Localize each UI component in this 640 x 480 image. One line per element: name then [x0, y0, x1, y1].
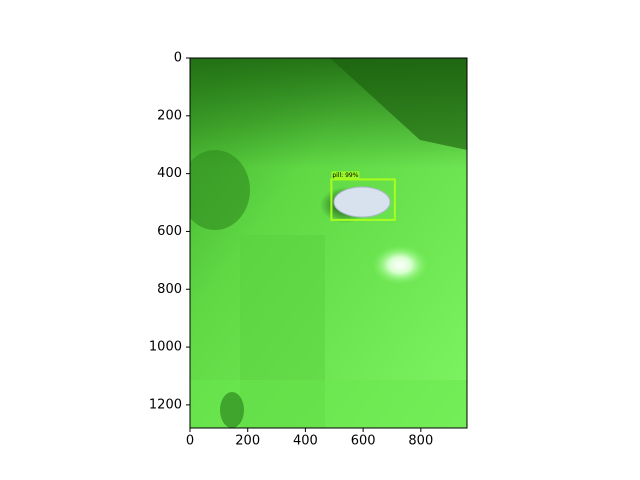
y-tick-label: 600	[157, 224, 182, 239]
y-tick-label: 1000	[149, 340, 182, 355]
y-tick-label: 200	[157, 108, 182, 123]
x-tick-label: 800	[408, 434, 433, 449]
detection-box	[330, 178, 396, 221]
x-tick-label: 0	[186, 434, 194, 449]
detection-label: pill: 99%	[332, 172, 358, 179]
y-tick-label: 1200	[149, 397, 182, 412]
y-tick-label: 800	[157, 282, 182, 297]
axes-frame	[189, 57, 468, 429]
y-tick-label: 400	[157, 166, 182, 181]
x-tick-label: 600	[351, 434, 376, 449]
photo	[190, 58, 467, 428]
y-tick-label: 0	[174, 51, 182, 66]
label-background	[331, 171, 360, 180]
x-tick-label: 200	[235, 434, 260, 449]
x-tick-label: 400	[293, 434, 318, 449]
